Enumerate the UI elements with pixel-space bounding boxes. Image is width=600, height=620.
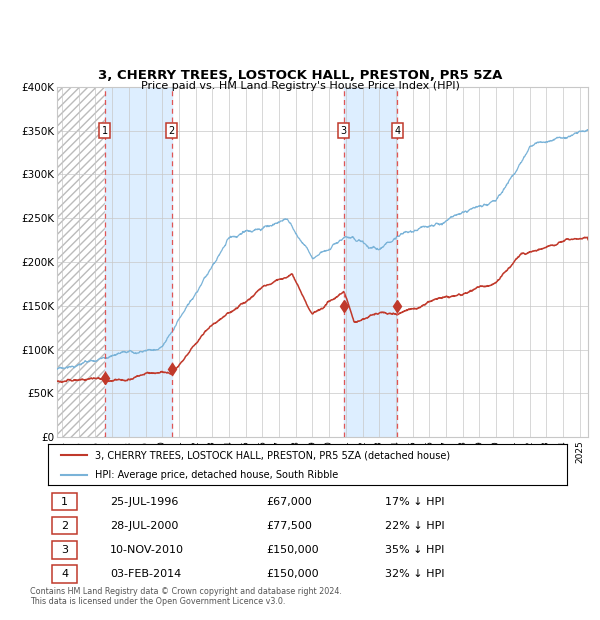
Text: £150,000: £150,000 bbox=[266, 569, 319, 579]
Text: 4: 4 bbox=[394, 126, 401, 136]
Text: 4: 4 bbox=[61, 569, 68, 579]
Text: £77,500: £77,500 bbox=[266, 521, 312, 531]
FancyBboxPatch shape bbox=[52, 493, 77, 510]
Text: £150,000: £150,000 bbox=[266, 545, 319, 555]
Text: 1: 1 bbox=[61, 497, 68, 507]
Text: Contains HM Land Registry data © Crown copyright and database right 2024.: Contains HM Land Registry data © Crown c… bbox=[30, 587, 342, 596]
FancyBboxPatch shape bbox=[52, 517, 77, 534]
Text: 2: 2 bbox=[169, 126, 175, 136]
FancyBboxPatch shape bbox=[52, 565, 77, 583]
Bar bbox=[344, 87, 397, 437]
Text: 10-NOV-2010: 10-NOV-2010 bbox=[110, 545, 184, 555]
Text: 03-FEB-2014: 03-FEB-2014 bbox=[110, 569, 182, 579]
Text: 17% ↓ HPI: 17% ↓ HPI bbox=[385, 497, 445, 507]
Text: £67,000: £67,000 bbox=[266, 497, 312, 507]
Text: 35% ↓ HPI: 35% ↓ HPI bbox=[385, 545, 445, 555]
Text: 3, CHERRY TREES, LOSTOCK HALL, PRESTON, PR5 5ZA: 3, CHERRY TREES, LOSTOCK HALL, PRESTON, … bbox=[98, 69, 502, 82]
Bar bbox=[57, 87, 105, 437]
Text: 1: 1 bbox=[101, 126, 108, 136]
Bar bbox=[105, 87, 172, 437]
Text: 3: 3 bbox=[61, 545, 68, 555]
Text: 22% ↓ HPI: 22% ↓ HPI bbox=[385, 521, 445, 531]
Text: Price paid vs. HM Land Registry's House Price Index (HPI): Price paid vs. HM Land Registry's House … bbox=[140, 81, 460, 91]
Text: This data is licensed under the Open Government Licence v3.0.: This data is licensed under the Open Gov… bbox=[30, 597, 286, 606]
Text: HPI: Average price, detached house, South Ribble: HPI: Average price, detached house, Sout… bbox=[95, 469, 338, 480]
Text: 2: 2 bbox=[61, 521, 68, 531]
Text: 3, CHERRY TREES, LOSTOCK HALL, PRESTON, PR5 5ZA (detached house): 3, CHERRY TREES, LOSTOCK HALL, PRESTON, … bbox=[95, 450, 450, 461]
Text: 25-JUL-1996: 25-JUL-1996 bbox=[110, 497, 179, 507]
FancyBboxPatch shape bbox=[52, 541, 77, 559]
Text: 28-JUL-2000: 28-JUL-2000 bbox=[110, 521, 179, 531]
Text: 3: 3 bbox=[340, 126, 347, 136]
Text: 32% ↓ HPI: 32% ↓ HPI bbox=[385, 569, 445, 579]
